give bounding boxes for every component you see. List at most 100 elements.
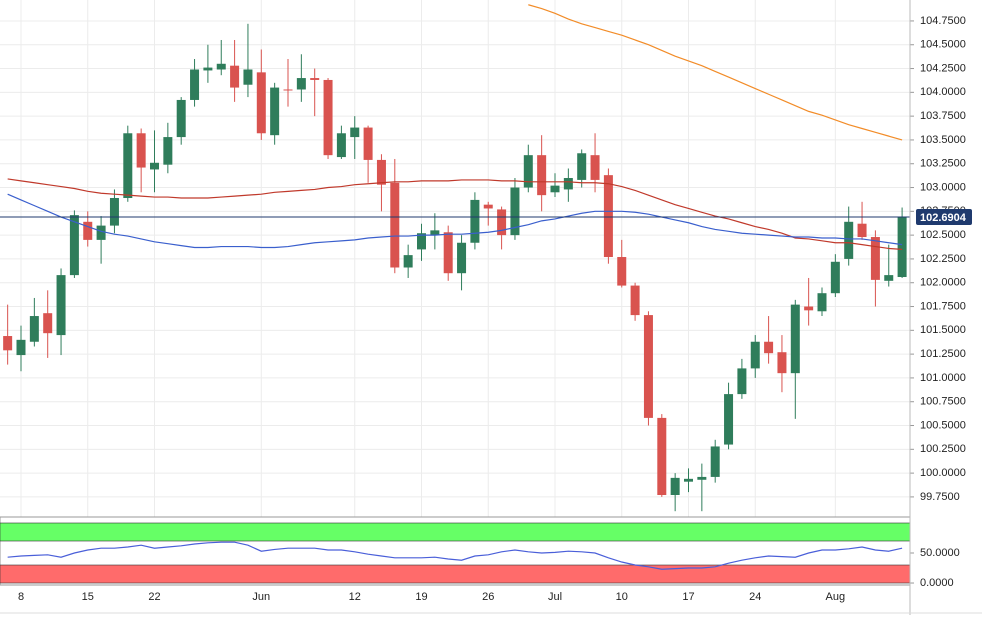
candle-body <box>109 198 119 226</box>
candle-body <box>470 199 480 243</box>
y-tick-label: 104.7500 <box>920 15 966 27</box>
candle-body <box>83 221 93 240</box>
rsi-pane <box>0 516 911 586</box>
candle-body <box>510 187 520 236</box>
candle-body <box>537 155 547 196</box>
candle-body <box>523 155 533 188</box>
x-tick-label: 10 <box>616 591 628 603</box>
candle-body <box>203 67 213 71</box>
rsi-line <box>7 541 903 570</box>
candle-body <box>870 237 880 280</box>
candle-body <box>296 78 306 90</box>
x-tick-label: 24 <box>749 591 761 603</box>
x-tick-label: 15 <box>82 591 94 603</box>
candle-body <box>643 315 653 418</box>
price-tag <box>916 209 972 226</box>
candle-body <box>817 293 827 312</box>
x-tick-label: 22 <box>148 591 160 603</box>
candle-body <box>617 257 627 286</box>
x-tick-label: 26 <box>482 591 494 603</box>
candle-body <box>363 127 373 160</box>
candle-body <box>737 368 747 395</box>
candle-body <box>577 153 587 180</box>
candle-body <box>844 221 854 259</box>
candle-body <box>390 182 400 268</box>
candle-body <box>3 336 13 351</box>
candle-body <box>750 341 760 369</box>
y-tick-label: 103.5000 <box>920 134 966 146</box>
candle-body <box>243 69 253 85</box>
axes: 99.7500100.0000100.2500100.5000100.75001… <box>18 15 972 603</box>
y-tick-label: 103.2500 <box>920 158 966 170</box>
candle-body <box>777 352 787 374</box>
x-tick-label: Aug <box>826 591 846 603</box>
candle-body <box>563 178 573 190</box>
y-tick-label: 104.0000 <box>920 86 966 98</box>
candle-body <box>230 65 240 88</box>
candle-body <box>16 339 26 356</box>
candle-body <box>69 215 79 276</box>
candle-body <box>630 285 640 316</box>
candle-body <box>550 185 560 193</box>
candle-body <box>163 137 173 165</box>
candle-body <box>96 225 106 240</box>
candle-body <box>897 217 907 278</box>
y-tick-label: 102.2500 <box>920 253 966 265</box>
candle-body <box>403 255 413 268</box>
overbought-band <box>0 522 911 542</box>
candle-body <box>150 162 159 170</box>
price-tag-label: 102.6904 <box>920 212 967 224</box>
candle-body <box>483 204 493 209</box>
candle-body <box>430 230 440 236</box>
candle-body <box>417 233 426 250</box>
candle-body <box>657 417 667 496</box>
y-tick-label: 100.5000 <box>920 419 966 431</box>
candle-body <box>710 446 720 477</box>
y-tick-label: 101.7500 <box>920 300 966 312</box>
candle-body <box>216 63 226 70</box>
y-tick-label: 103.0000 <box>920 181 966 193</box>
x-tick-label: Jun <box>252 591 270 603</box>
candle-body <box>56 275 66 336</box>
candle-body <box>857 223 867 238</box>
candle-body <box>790 304 800 374</box>
y-tick-label: 101.5000 <box>920 324 966 336</box>
candle-body <box>310 78 320 80</box>
candle-body <box>590 155 600 180</box>
y-tick-label: 104.5000 <box>920 39 966 51</box>
candle-body <box>457 242 467 274</box>
candle-body <box>323 79 333 156</box>
x-tick-label: 19 <box>415 591 427 603</box>
x-tick-label: Jul <box>548 591 562 603</box>
candle-body <box>376 159 386 185</box>
y-tick-label: 101.2500 <box>920 348 966 360</box>
candle-body <box>603 175 613 258</box>
candle-body <box>256 72 266 134</box>
y-tick-label: 99.7500 <box>920 491 960 503</box>
candle-body <box>123 133 133 199</box>
candle-body <box>29 316 39 342</box>
y-tick-label: 100.2500 <box>920 443 966 455</box>
y-tick-label: 102.5000 <box>920 229 966 241</box>
y-tick-label: 102.0000 <box>920 277 966 289</box>
moving-average <box>7 178 903 251</box>
candle-body <box>697 476 707 480</box>
y-tick-label: 101.0000 <box>920 372 966 384</box>
candle-body <box>283 89 293 91</box>
grid <box>0 0 910 585</box>
candle-body <box>190 69 200 100</box>
candle-body <box>684 478 693 482</box>
candle-body <box>443 232 453 274</box>
y-tick-label: 100.7500 <box>920 396 966 408</box>
candle-body <box>270 87 280 136</box>
y-tick-label: 104.2500 <box>920 62 966 74</box>
x-tick-label: 17 <box>682 591 694 603</box>
candle-body <box>43 313 53 334</box>
candle-body <box>830 261 840 294</box>
moving-average <box>7 193 903 249</box>
x-tick-label: 8 <box>18 591 24 603</box>
oversold-band <box>0 564 911 584</box>
price-pane <box>0 4 910 512</box>
candle-body <box>884 275 894 281</box>
